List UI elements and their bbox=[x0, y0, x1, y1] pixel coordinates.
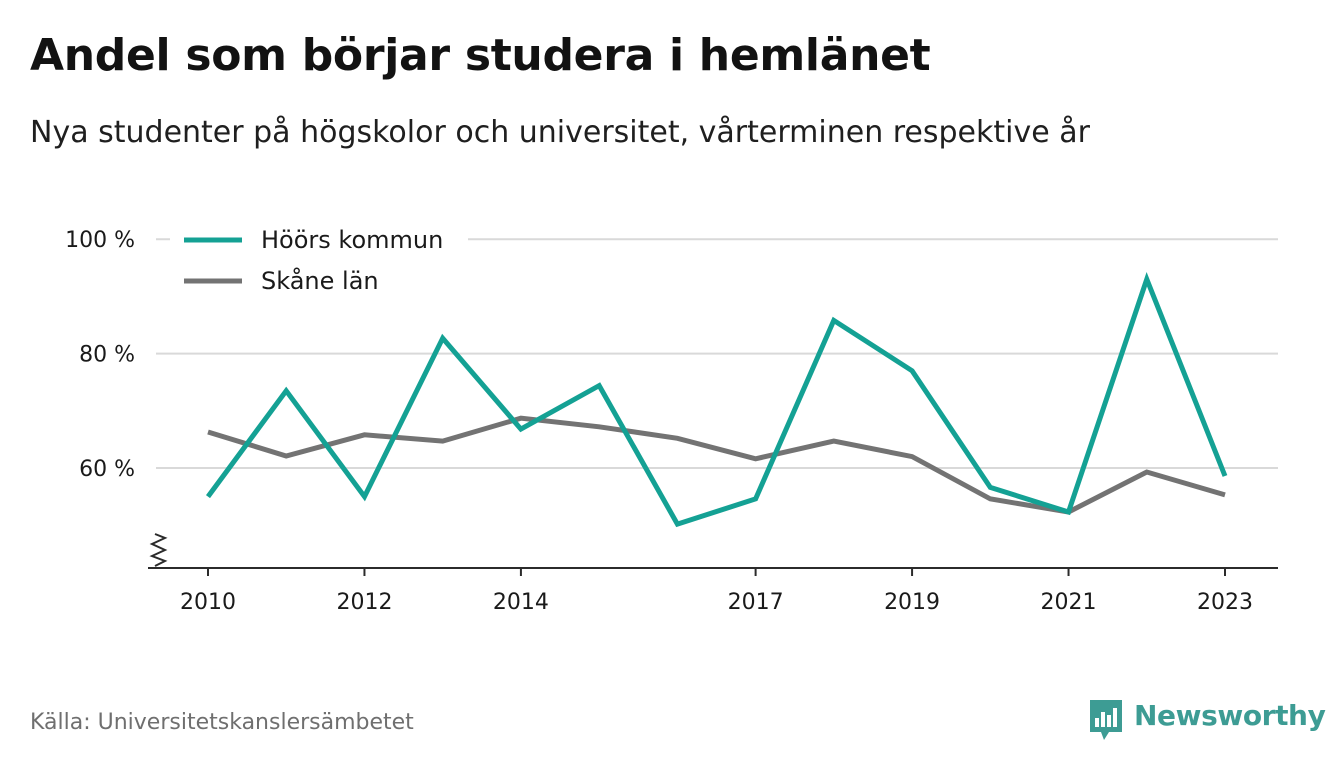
y-tick-label: 80 % bbox=[79, 343, 135, 368]
data-point bbox=[988, 496, 993, 501]
legend-label: Höörs kommun bbox=[261, 226, 443, 254]
data-point bbox=[1144, 470, 1149, 475]
data-point bbox=[284, 453, 289, 458]
data-point bbox=[440, 439, 445, 444]
x-tick-label: 2017 bbox=[728, 590, 784, 615]
data-point bbox=[362, 494, 367, 499]
axis-layer bbox=[148, 533, 1278, 569]
brand-name: Newsworthy bbox=[1134, 699, 1326, 732]
data-point bbox=[1222, 492, 1227, 497]
series-layer bbox=[205, 271, 1228, 528]
chart-title: Andel som börjar studera i hemlänet bbox=[30, 30, 931, 81]
y-tick-label: 60 % bbox=[79, 457, 135, 482]
source-note: Källa: Universitetskanslersämbetet bbox=[30, 710, 414, 735]
brand-logo[interactable]: Newsworthy bbox=[1088, 698, 1326, 744]
data-point bbox=[753, 456, 758, 461]
data-point bbox=[597, 424, 602, 429]
data-point bbox=[1222, 474, 1227, 479]
x-tick-label: 2023 bbox=[1197, 590, 1253, 615]
data-point bbox=[1066, 510, 1071, 515]
series-line bbox=[205, 271, 1228, 528]
data-point bbox=[831, 318, 836, 323]
data-point bbox=[753, 496, 758, 501]
data-point bbox=[597, 383, 602, 388]
data-point bbox=[831, 439, 836, 444]
axis-break-icon bbox=[149, 533, 168, 567]
x-tick-label: 2014 bbox=[493, 590, 549, 615]
data-point bbox=[988, 485, 993, 490]
newsworthy-logo-icon bbox=[1090, 700, 1122, 740]
y-tick-label: 100 % bbox=[65, 228, 135, 253]
data-point bbox=[206, 429, 211, 434]
data-point bbox=[675, 436, 680, 441]
legend-label: Skåne län bbox=[261, 266, 379, 295]
line-chart: 60 % 80 % 100 % 2010 2012 2014 2017 2019 2021 202… bbox=[65, 218, 1278, 615]
x-tick-label: 2019 bbox=[884, 590, 940, 615]
data-point bbox=[1144, 277, 1149, 282]
data-point bbox=[910, 454, 915, 459]
data-point bbox=[518, 427, 523, 432]
data-point bbox=[518, 416, 523, 421]
tick-layer: 60 % 80 % 100 % 2010 2012 2014 2017 2019 2021 202… bbox=[65, 228, 1253, 615]
legend: Höörs kommun Skåne län bbox=[170, 218, 468, 300]
x-tick-label: 2021 bbox=[1041, 590, 1097, 615]
data-point bbox=[910, 368, 915, 373]
x-tick-label: 2010 bbox=[180, 590, 236, 615]
data-point bbox=[675, 522, 680, 527]
data-point bbox=[206, 494, 211, 499]
data-point bbox=[284, 388, 289, 393]
chart-subtitle: Nya studenter på högskolor och universit… bbox=[30, 115, 1090, 150]
legend-background bbox=[170, 218, 468, 300]
x-tick-label: 2012 bbox=[336, 590, 392, 615]
data-point bbox=[362, 432, 367, 437]
data-point bbox=[440, 336, 445, 341]
